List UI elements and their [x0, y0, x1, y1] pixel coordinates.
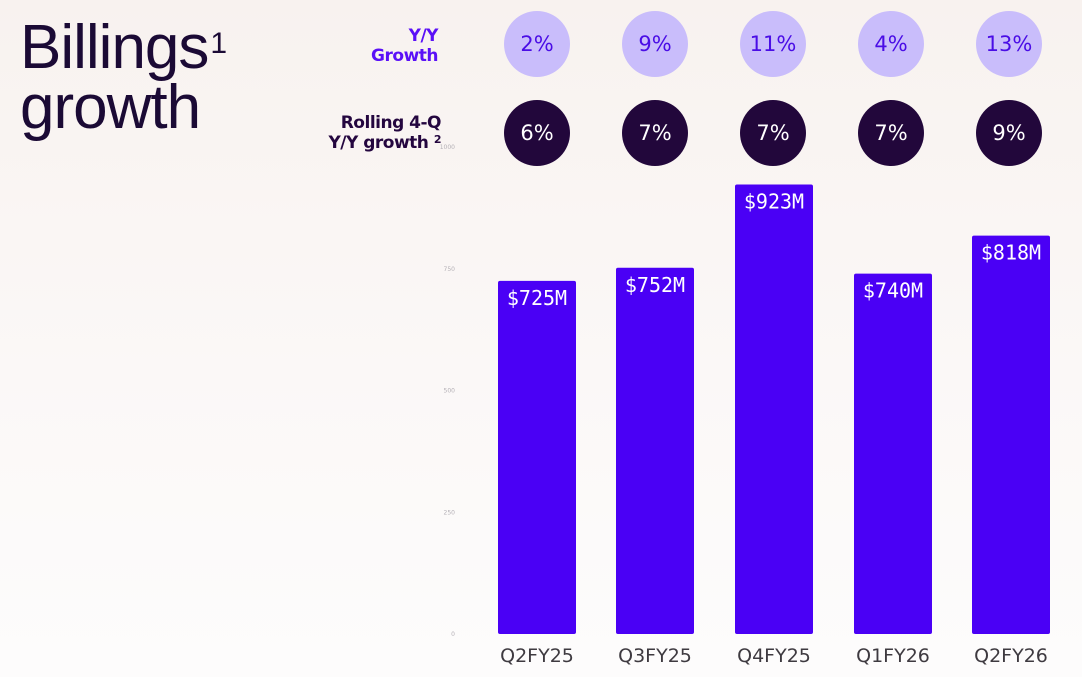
bar-data-label: $740M — [863, 279, 923, 303]
rolling-growth-bubble: 7% — [622, 100, 688, 166]
x-tick-label: Q2FY25 — [500, 645, 574, 667]
page-title: Billings1 growth — [20, 17, 227, 142]
yoy-growth-bubble: 2% — [504, 11, 570, 77]
y-tick-label: 250 — [444, 509, 456, 516]
yoy-growth-bubble: 9% — [622, 11, 688, 77]
bar-q4fy25 — [735, 184, 813, 634]
yoy-growth-bubble: 13% — [976, 11, 1042, 77]
bar-data-label: $725M — [507, 286, 567, 310]
bar-data-label: $752M — [625, 273, 685, 297]
rolling-label-footnote: 2 — [433, 133, 442, 146]
x-tick-label: Q4FY25 — [737, 645, 811, 667]
rolling-growth-row-label: Rolling 4-Q Y/Y growth 2 — [329, 113, 442, 153]
title-line-1: Billings — [20, 13, 209, 82]
rolling-growth-bubble: 6% — [504, 100, 570, 166]
rolling-growth-bubble: 7% — [858, 100, 924, 166]
bar-data-label: $923M — [744, 189, 804, 213]
x-tick-label: Q2FY26 — [974, 645, 1048, 667]
y-tick-label: 1000 — [440, 144, 455, 151]
yoy-growth-bubble: 4% — [858, 11, 924, 77]
title-footnote: 1 — [210, 27, 227, 60]
bar-data-label: $818M — [981, 241, 1041, 265]
rolling-label-line-2: Y/Y growth — [328, 133, 429, 153]
title-line-2: growth — [20, 73, 201, 142]
y-tick-label: 500 — [444, 388, 456, 395]
y-tick-label: 750 — [444, 266, 456, 273]
rolling-growth-bubble: 9% — [976, 100, 1042, 166]
rolling-label-line-1: Rolling 4-Q — [340, 113, 442, 133]
x-tick-label: Q1FY26 — [856, 645, 930, 667]
rolling-growth-bubble: 7% — [740, 100, 806, 166]
yoy-label-line-1: Y/Y — [408, 26, 439, 46]
yoy-label-line-2: Growth — [371, 46, 438, 66]
bar-q1fy26 — [854, 273, 932, 634]
bar-q3fy25 — [616, 267, 694, 634]
yoy-growth-row-label: Y/Y Growth — [371, 26, 438, 66]
x-tick-label: Q3FY25 — [618, 645, 692, 667]
yoy-growth-bubble: 11% — [740, 11, 806, 77]
bar-q2fy26 — [972, 235, 1050, 634]
y-tick-label: 0 — [451, 631, 455, 638]
bar-q2fy25 — [498, 280, 576, 634]
